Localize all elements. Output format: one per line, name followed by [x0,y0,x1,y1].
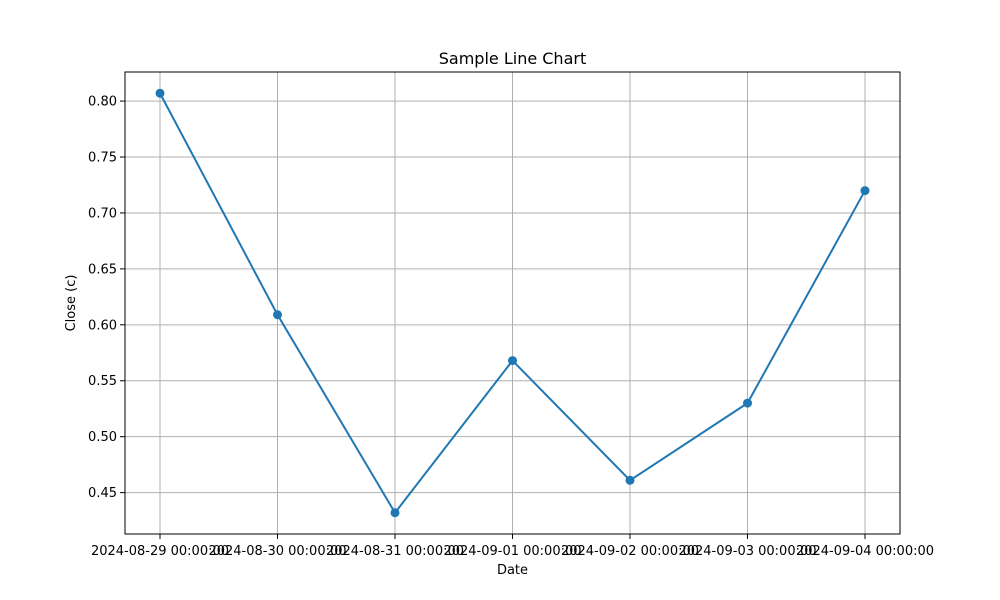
grid-lines [125,72,900,534]
data-point [860,186,870,196]
data-point [508,356,517,366]
y-tick-label: 0.50 [88,430,117,445]
y-tick-label: 0.60 [88,318,117,333]
y-tick-label: 0.70 [88,206,117,221]
x-tick-label: 2024-09-02 00:00:00 [561,544,699,559]
data-point [625,475,635,485]
data-point [390,508,400,518]
x-tick-label: 2024-09-01 00:00:00 [443,544,581,559]
y-tick-label: 0.45 [88,486,117,501]
x-tick-label: 2024-09-04 00:00:00 [796,544,934,559]
y-tick-label: 0.75 [88,151,117,166]
y-axis-label: Close (c) [64,275,79,332]
data-point [743,398,752,408]
y-tick-label: 0.65 [88,262,117,277]
y-tick-label: 0.55 [88,374,117,389]
x-tick-label: 2024-08-31 00:00:00 [326,544,464,559]
data-point [155,88,165,98]
y-tick-label: 0.80 [88,95,117,110]
chart-title: Sample Line Chart [439,49,586,68]
x-tick-label: 2024-09-03 00:00:00 [678,544,816,559]
plot-area [155,88,870,518]
x-tick-label: 2024-08-30 00:00:00 [208,544,346,559]
data-point [273,310,282,320]
x-tick-label: 2024-08-29 00:00:00 [91,544,229,559]
x-axis-label: Date [497,563,528,578]
